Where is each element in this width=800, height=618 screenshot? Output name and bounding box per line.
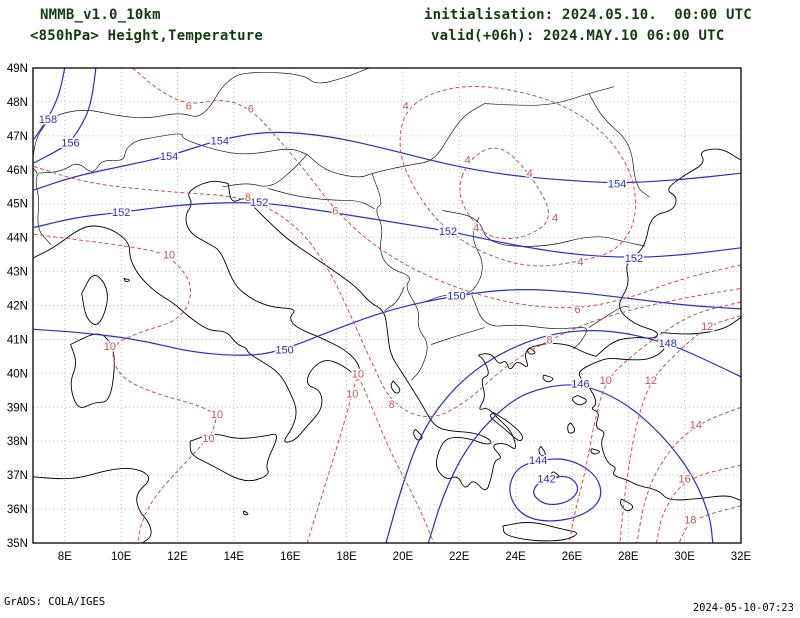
height-contour-label: 150 <box>447 290 465 302</box>
lon-tick-label: 10E <box>111 551 132 563</box>
height-contour-label: 144 <box>529 455 547 467</box>
temperature-contour-label: 6 <box>186 100 192 112</box>
temperature-contour-label: 14 <box>690 419 702 431</box>
lon-tick-label: 22E <box>449 551 470 563</box>
contour-labels: 1581561541541541521521521521501501481461… <box>37 99 715 528</box>
lat-tick-label: 35N <box>7 538 28 550</box>
height-contour-label: 152 <box>625 253 643 265</box>
temperature-contour-label: 10 <box>163 250 175 262</box>
valid-time-label: valid(+06h): 2024.MAY.10 06:00 UTC <box>431 28 725 44</box>
temperature-contour-label: 8 <box>546 334 552 346</box>
latitude-axis-labels: 49N 48N 47N 46N 45N 44N 43N 42N 41N 40N 39N 38N 37N 3… <box>7 63 28 550</box>
lat-tick-label: 42N <box>7 301 28 313</box>
lon-tick-label: 32E <box>731 551 752 563</box>
temperature-contour-label: 4 <box>527 168 533 180</box>
lon-tick-label: 24E <box>505 551 526 563</box>
temperature-contour-label: 10 <box>346 389 358 401</box>
temperature-contour-label: 10 <box>600 375 612 387</box>
height-contour-label: 152 <box>439 226 457 238</box>
temperature-contour-label: 4 <box>577 256 583 268</box>
init-time-label: initialisation: 2024.05.10. 00:00 UTC <box>424 7 752 23</box>
height-contour-label: 142 <box>537 474 555 486</box>
temperature-contour-label: 4 <box>473 222 479 234</box>
lon-tick-label: 8E <box>58 551 72 563</box>
temperature-contour-label: 6 <box>575 304 581 316</box>
temperature-contour-label: 12 <box>645 375 657 387</box>
height-contour-label: 156 <box>61 138 79 150</box>
lon-tick-label: 14E <box>224 551 245 563</box>
country-borders <box>32 67 650 381</box>
temperature-contour-label: 4 <box>552 212 558 224</box>
height-contour-label: 154 <box>608 178 626 190</box>
lat-tick-label: 49N <box>7 63 28 75</box>
temperature-contour-lines <box>33 68 741 543</box>
temperature-contour-label: 6 <box>248 104 254 116</box>
lat-tick-label: 45N <box>7 199 28 211</box>
temperature-contour-label: 10 <box>352 368 364 380</box>
temperature-contour-label: 16 <box>679 474 691 486</box>
lat-tick-label: 46N <box>7 165 28 177</box>
lat-tick-label: 47N <box>7 131 28 143</box>
height-contour-label: 150 <box>275 345 293 357</box>
lat-tick-label: 40N <box>7 368 28 380</box>
lat-tick-label: 38N <box>7 436 28 448</box>
temperature-contour-label: 12 <box>701 321 713 333</box>
lon-tick-label: 16E <box>280 551 301 563</box>
temperature-contour-label: 6 <box>332 206 338 218</box>
temperature-contour-label: 18 <box>684 514 696 526</box>
lon-tick-label: 18E <box>336 551 357 563</box>
grid-lines <box>33 67 742 544</box>
lat-tick-label: 37N <box>7 470 28 482</box>
height-contour-label: 146 <box>571 379 589 391</box>
height-contour-label: 152 <box>112 207 130 219</box>
height-contour-label: 148 <box>659 338 677 350</box>
lat-tick-label: 36N <box>7 504 28 516</box>
lat-tick-label: 44N <box>7 233 28 245</box>
temperature-contour-label: 10 <box>202 433 214 445</box>
height-contour-lines <box>33 68 741 543</box>
lat-tick-label: 39N <box>7 402 28 414</box>
creation-timestamp: 2024-05-10-07:23 <box>692 602 794 614</box>
map-frame <box>32 67 742 544</box>
temperature-contour-label: 4 <box>465 155 471 167</box>
lat-tick-label: 48N <box>7 97 28 109</box>
lon-tick-label: 30E <box>674 551 695 563</box>
lon-tick-label: 20E <box>393 551 414 563</box>
height-contour-label: 154 <box>211 135 229 147</box>
temperature-contour-label: 8 <box>389 399 395 411</box>
lon-tick-label: 28E <box>618 551 639 563</box>
lat-tick-label: 43N <box>7 267 28 279</box>
coastlines <box>32 148 742 544</box>
height-contour-label: 154 <box>160 151 178 163</box>
longitude-axis-labels: 8E 10E 12E 14E 16E 18E 20E 22E 24E 26E 28E 30E 32E <box>58 551 752 563</box>
height-contour-label: 152 <box>250 197 268 209</box>
height-contour-label: 158 <box>39 114 57 126</box>
temperature-contour-label: 10 <box>211 409 223 421</box>
temperature-contour-label: 10 <box>104 341 116 353</box>
temperature-contour-label: 4 <box>403 100 409 112</box>
field-title: <850hPa> Height,Temperature <box>30 28 263 44</box>
model-title: NMMB_v1.0_10km <box>40 7 161 23</box>
temperature-contour-label: 8 <box>245 192 251 204</box>
lat-tick-label: 41N <box>7 334 28 346</box>
lon-tick-label: 12E <box>167 551 188 563</box>
lon-tick-label: 26E <box>562 551 583 563</box>
grads-credit: GrADS: COLA/IGES <box>4 596 106 608</box>
